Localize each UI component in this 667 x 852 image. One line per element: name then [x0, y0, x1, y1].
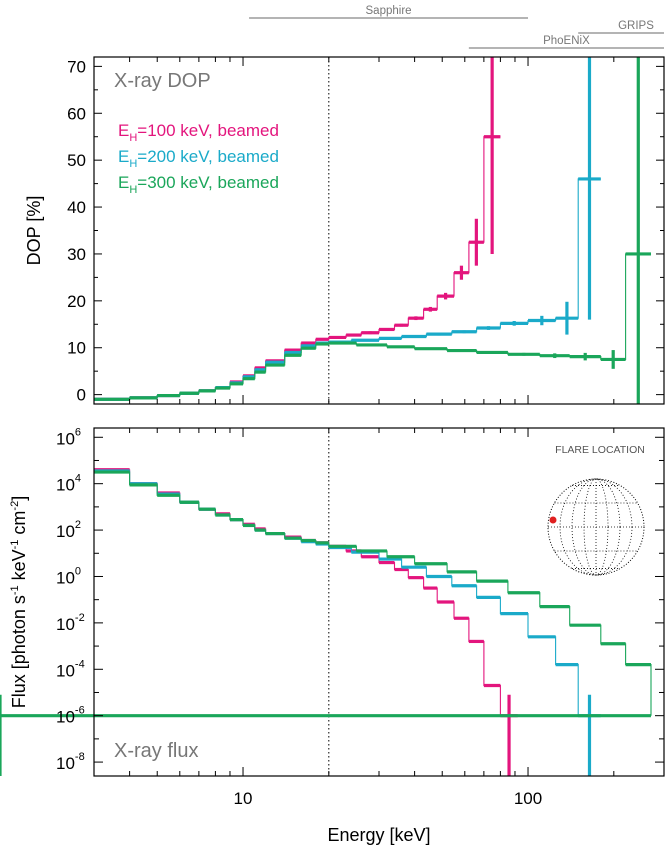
y-tick-exponent: 4 — [75, 473, 81, 485]
y-tick-exponent: 6 — [75, 426, 81, 438]
flux-series — [0, 468, 652, 776]
y-tick-label: 70 — [67, 57, 86, 76]
legend: EH=100 keV, beamed EH=200 keV, beamed EH=3… — [118, 121, 279, 196]
flux-panel: 10-8 10-6 10-4 10-2 100 102 104 106 10 100 X-ray… — [0, 426, 665, 808]
y-tick-label: 10-6 — [56, 705, 85, 727]
flare-location-inset: FLARE LOCATION — [547, 444, 645, 576]
y-label-text: Flux [photon s — [9, 595, 29, 708]
dop-y-axis-label: DOP [%] — [24, 196, 44, 266]
y-tick-exponent: -2 — [75, 612, 85, 624]
y-tick-label: 10-2 — [56, 612, 85, 634]
y-label-exponent: -1 — [9, 540, 21, 550]
legend-entry: EH=100 keV, beamed — [118, 121, 279, 144]
y-label-exponent: -2 — [9, 501, 21, 511]
y-tick-label: 40 — [67, 198, 86, 217]
dop-x-axis — [93, 57, 665, 404]
legend-text: =200 keV, beamed — [137, 147, 279, 166]
flux-y-axis: 10-8 10-6 10-4 10-2 100 102 104 106 — [56, 426, 664, 773]
y-tick-label: 0 — [77, 386, 86, 405]
sun-globe-icon — [547, 478, 645, 576]
y-tick-label: 10-8 — [56, 751, 85, 773]
y-tick-label: 100 — [56, 565, 81, 587]
flux-y-axis-label: Flux [photon s-1 keV-1 cm-2] — [9, 496, 29, 708]
dop-series — [94, 57, 651, 404]
y-tick-exponent: -8 — [75, 751, 85, 763]
y-tick-exponent: 0 — [75, 565, 81, 577]
y-tick-exponent: 2 — [75, 519, 81, 531]
y-tick-label: 60 — [67, 104, 86, 123]
dop-panel: 0 10 20 30 40 50 60 70 X-ray DOP EH=100 keV, be… — [24, 56, 665, 405]
y-tick-label: 20 — [67, 292, 86, 311]
flare-location-label: FLARE LOCATION — [555, 444, 645, 456]
legend-entry: EH=300 keV, beamed — [118, 173, 279, 196]
dop-y-axis: 0 10 20 30 40 50 60 70 — [67, 57, 664, 405]
y-label-text: ] — [9, 496, 29, 501]
x-axis-label: Energy [keV] — [327, 825, 430, 845]
y-label-text: cm — [9, 511, 29, 540]
y-tick-exponent: -4 — [75, 658, 85, 670]
legend-subscript: H — [129, 132, 137, 144]
y-tick-label: 30 — [67, 245, 86, 264]
y-label-exponent: -1 — [9, 585, 21, 595]
instrument-label: GRIPS — [618, 20, 654, 32]
instrument-label: PhoENiX — [543, 35, 590, 47]
y-tick-label: 10-4 — [56, 658, 85, 680]
y-label-text: keV — [9, 549, 29, 585]
y-tick-label: 50 — [67, 151, 86, 170]
flux-x-axis: 10 100 — [93, 428, 665, 808]
series-step-line — [94, 471, 652, 716]
instrument-ranges: Sapphire PhoENiX GRIPS — [249, 5, 664, 49]
legend-subscript: H — [129, 184, 137, 196]
x-tick-label: 10 — [234, 789, 253, 808]
series-step-line — [94, 178, 601, 400]
legend-subscript: H — [129, 158, 137, 170]
y-tick-label: 104 — [56, 473, 81, 495]
series-step-line — [94, 469, 518, 717]
y-tick-exponent: -6 — [75, 705, 85, 717]
flux-panel-title: X-ray flux — [114, 740, 198, 762]
legend-entry: EH=200 keV, beamed — [118, 147, 279, 170]
legend-text: =300 keV, beamed — [137, 173, 279, 192]
y-tick-label: 102 — [56, 519, 81, 541]
flux-plot-frame — [93, 427, 665, 777]
globe-outline — [547, 478, 645, 576]
x-tick-label: 100 — [514, 789, 542, 808]
y-tick-label: 106 — [56, 426, 81, 448]
instrument-label: Sapphire — [366, 5, 412, 17]
flare-marker — [549, 516, 557, 524]
y-tick-label: 10 — [67, 339, 86, 358]
legend-text: =100 keV, beamed — [137, 121, 279, 140]
dop-panel-title: X-ray DOP — [114, 70, 211, 92]
